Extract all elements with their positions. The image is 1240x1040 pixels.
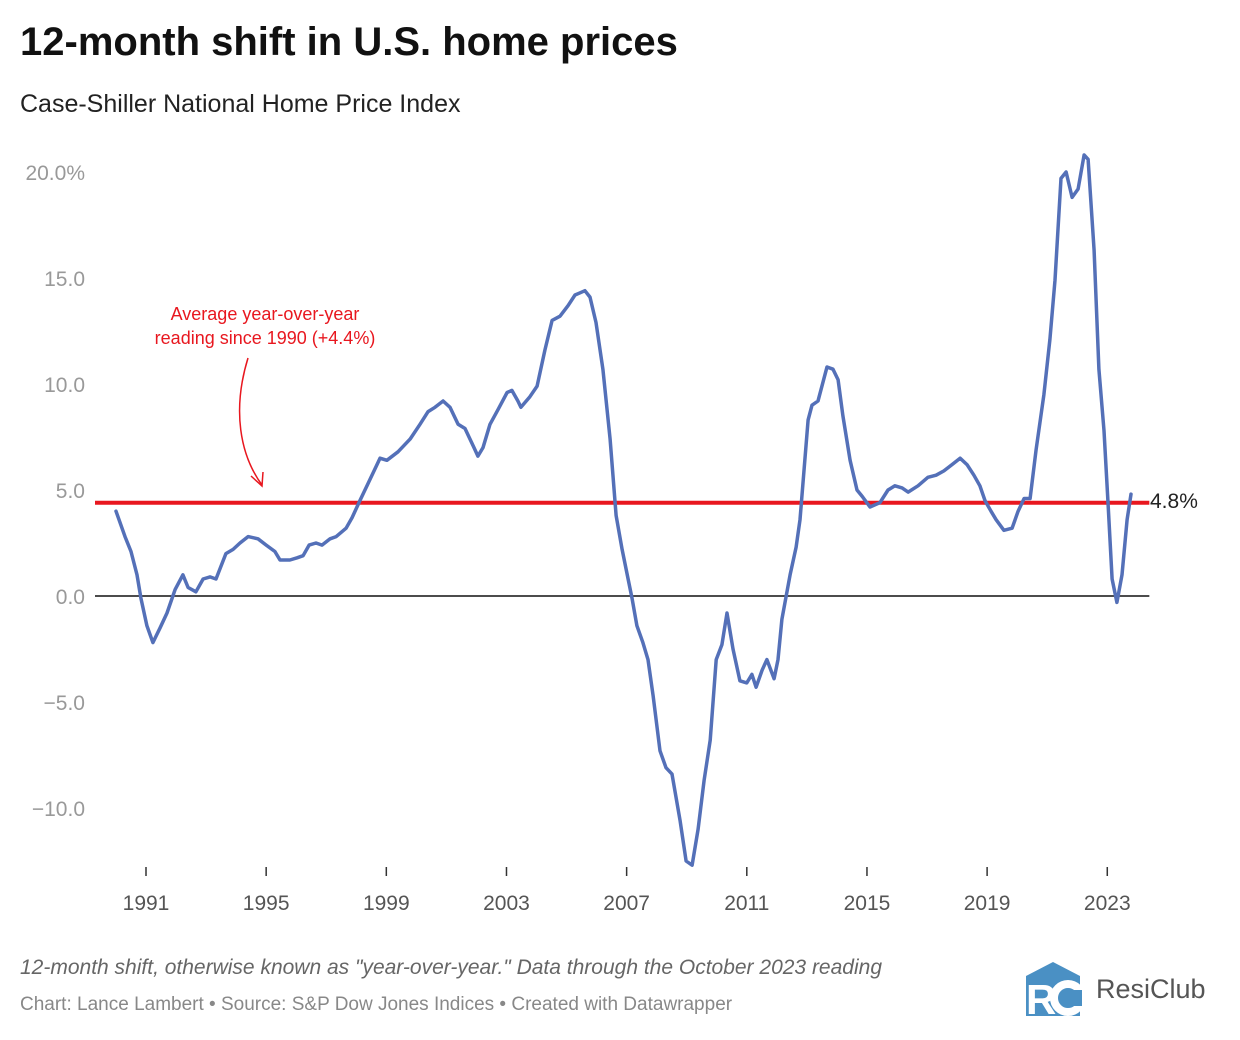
chart-note: 12-month shift, otherwise known as "year… [20,956,882,979]
resiclub-logo-mark: R [1026,962,1082,1018]
y-tick-label: 10.0 [44,374,85,397]
y-tick-label: 5.0 [56,480,85,503]
resiclub-logo-text: ResiClub [1096,973,1206,1004]
x-tick-label: 1991 [123,892,170,915]
series-line-home-price-yoy [114,153,1133,867]
y-axis: 20.0% 15.0 10.0 5.0 0.0 −5.0 −10.0 [25,162,85,821]
chart-credits: Chart: Lance Lambert • Source: S&P Dow J… [20,994,733,1015]
chart-title: 12-month shift in U.S. home prices [20,20,678,64]
y-tick-label: −5.0 [44,692,85,715]
x-tick-label: 1995 [243,892,290,915]
x-tick-label: 2019 [964,892,1011,915]
chart-subtitle: Case-Shiller National Home Price Index [20,90,461,118]
end-value-label: 4.8% [1150,490,1198,513]
x-axis: 1991 1995 1999 2003 2007 2011 2015 2019 2023 [123,867,1131,915]
x-tick-label: 2011 [724,892,769,915]
resiclub-logo: R ResiClub [1024,960,1206,1018]
x-tick-label: 2023 [1084,892,1131,915]
annotation-line-2: reading since 1990 (+4.4%) [155,328,376,348]
x-tick-label: 1999 [363,892,410,915]
y-tick-label: −10.0 [32,798,85,821]
x-tick-label: 2003 [483,892,530,915]
y-tick-label: 15.0 [44,268,85,291]
annotation-line-1: Average year-over-year [171,304,360,324]
x-tick-label: 2015 [844,892,891,915]
y-tick-label: 0.0 [56,586,85,609]
annotation-arrow [238,357,263,486]
y-tick-label: 20.0% [25,162,85,185]
x-tick-label: 2007 [603,892,650,915]
annotation-arrowhead [250,471,264,488]
